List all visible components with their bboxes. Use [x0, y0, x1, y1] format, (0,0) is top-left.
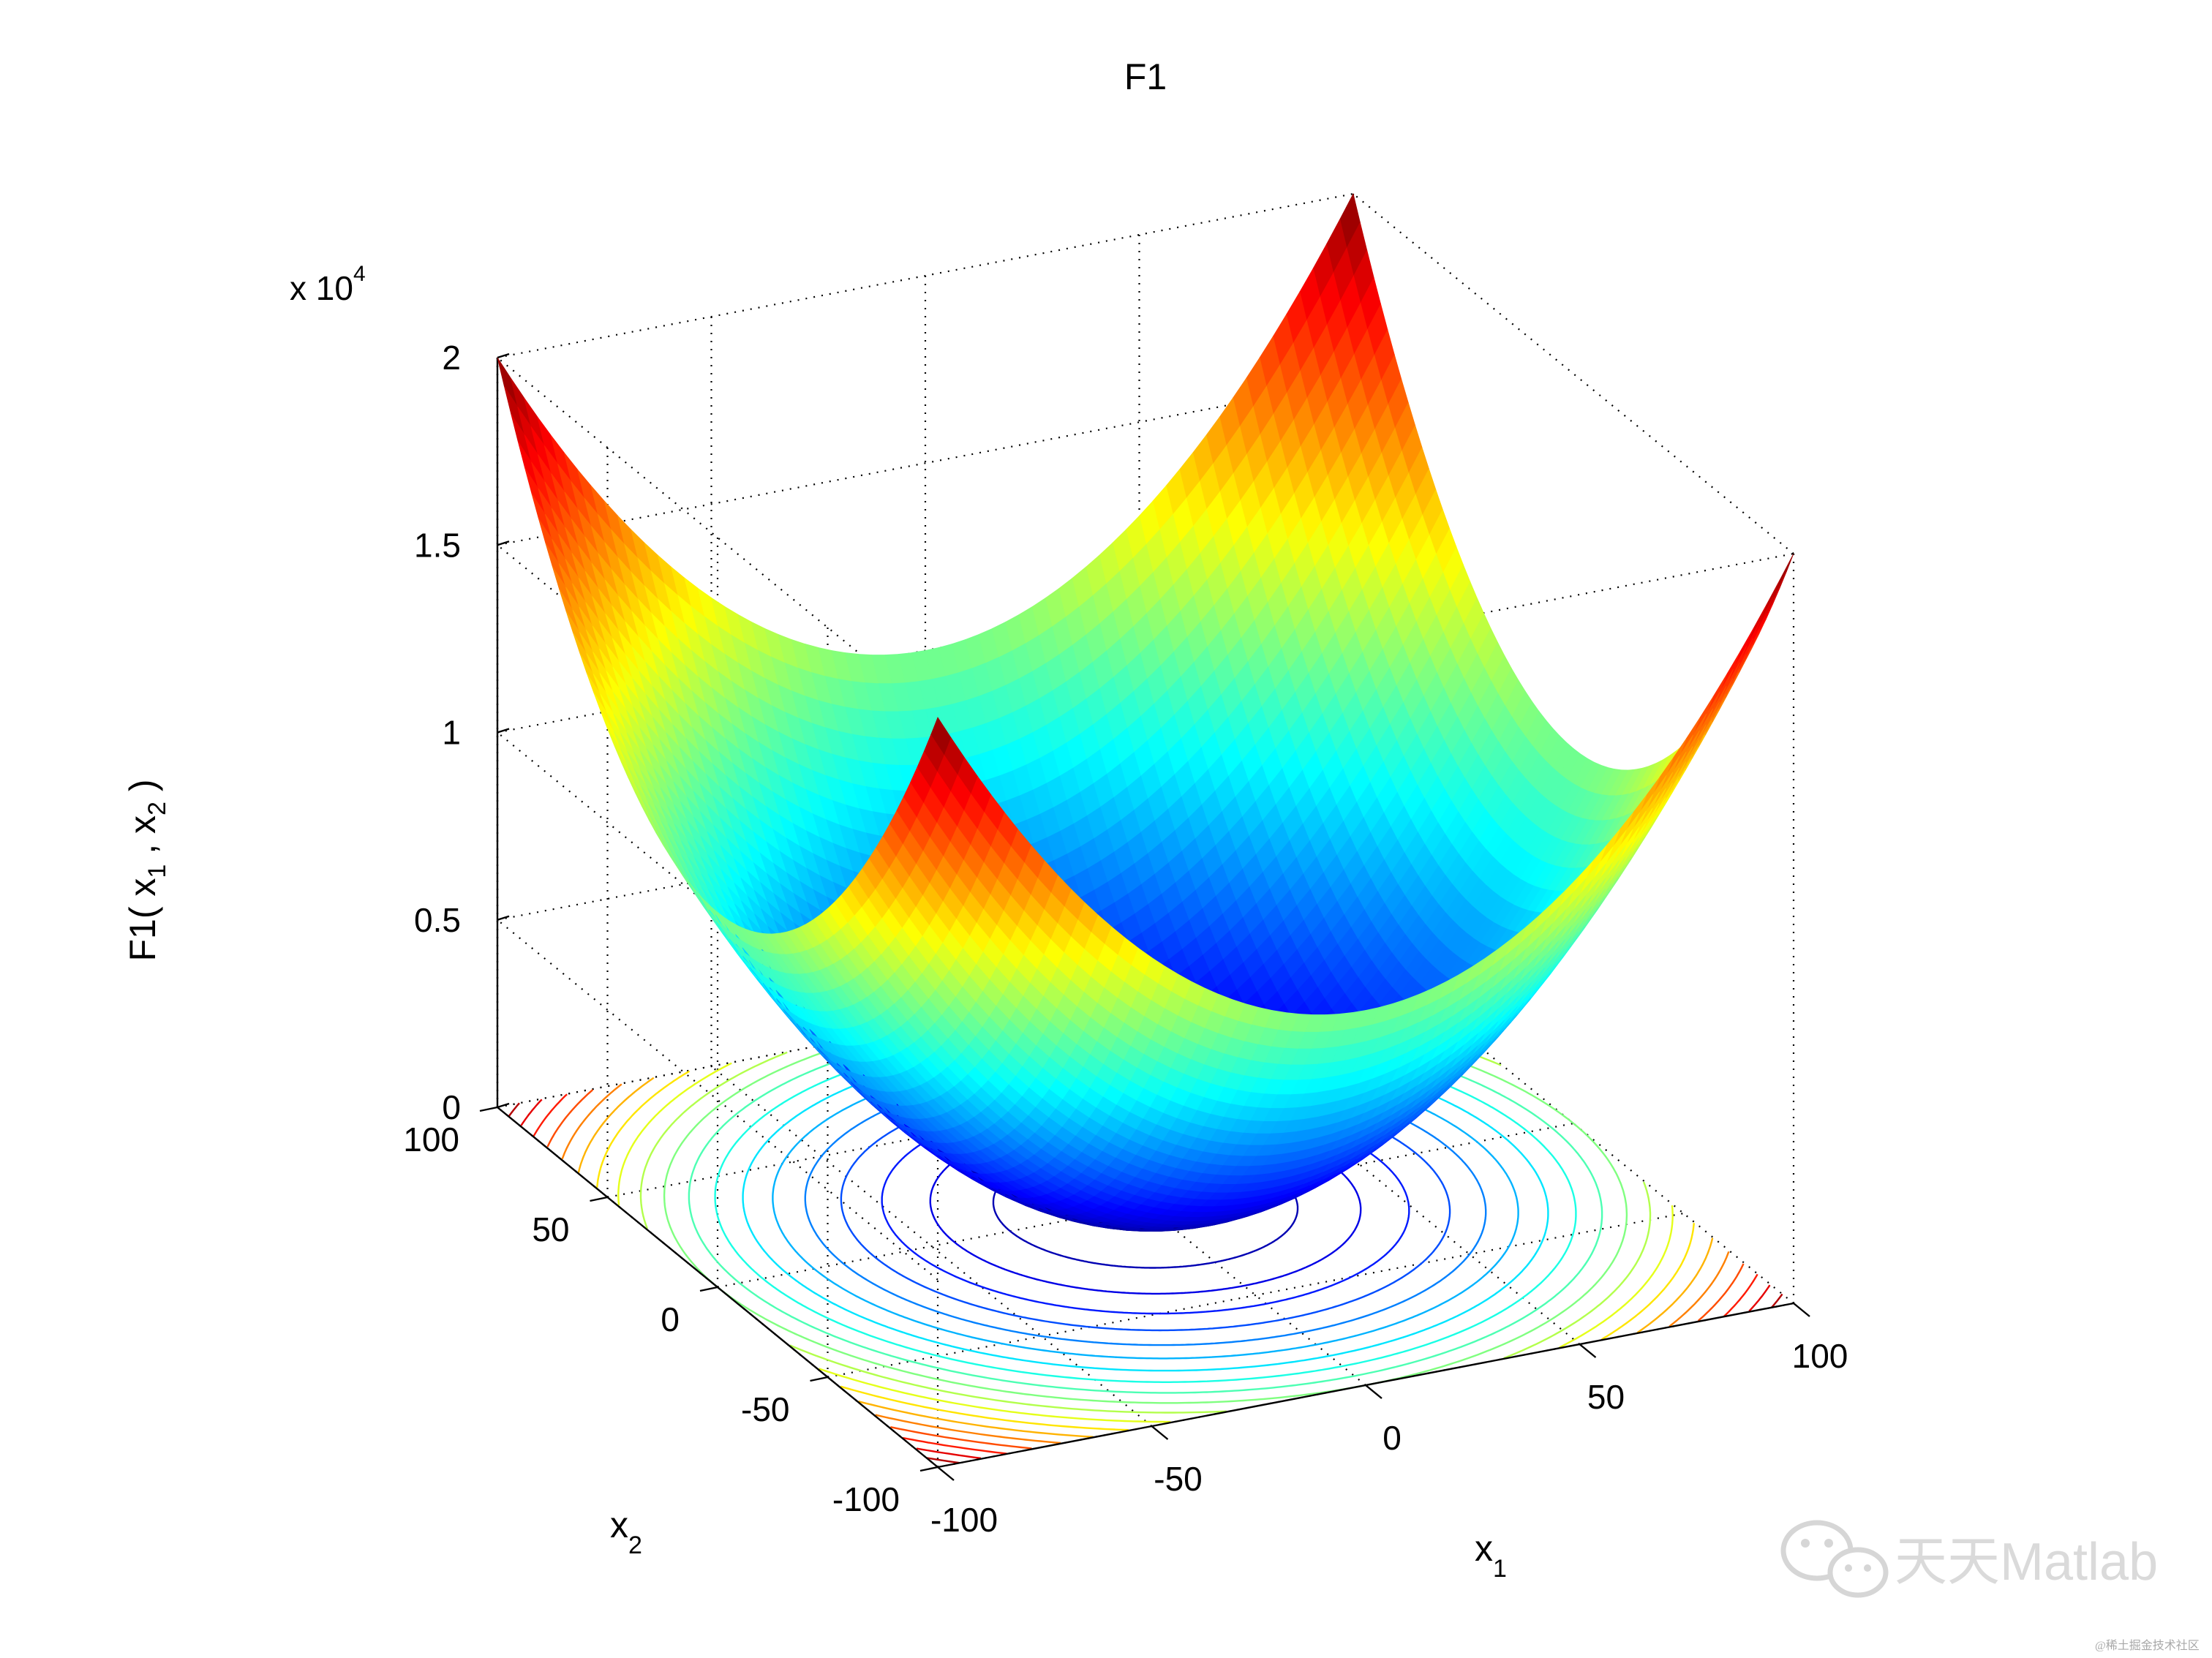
x2-tick-label: 0 [661, 1300, 680, 1338]
x1-tick-mark [1579, 1344, 1597, 1358]
x2-tick-label: 100 [403, 1120, 459, 1158]
x2-tick-label: -50 [741, 1390, 789, 1428]
axes [479, 353, 1810, 1481]
x1-tick-mark [937, 1466, 955, 1481]
x1-tick-label: 50 [1587, 1378, 1625, 1416]
x1-tick-label: -50 [1154, 1460, 1202, 1498]
z-tick-label: 2 [442, 339, 461, 377]
x1-tick-label: 0 [1382, 1419, 1402, 1457]
x1-axis-label: x1 [1475, 1528, 1507, 1583]
surface-patch [1772, 553, 1794, 598]
x1-tick-mark [1151, 1425, 1169, 1440]
x2-axis-label: x2 [610, 1504, 642, 1559]
z-tick-mark [497, 353, 510, 359]
chart-title: F1 [1124, 56, 1167, 97]
z-tick-mark [497, 540, 510, 546]
z-tick-label: 1.5 [414, 526, 461, 564]
z-exponent-label: x 104 [290, 262, 366, 307]
z-tick-mark [497, 728, 510, 734]
x2-tick-mark [810, 1376, 828, 1382]
z-tick-mark [497, 915, 510, 921]
z-tick-label: 0.5 [414, 901, 461, 939]
watermark: 天天Matlab @稀土掘金技术社区 [1780, 1520, 2200, 1652]
watermark-text: 天天Matlab [1895, 1533, 2158, 1591]
surface-plot [497, 192, 1794, 1232]
x1-tick-mark [1793, 1303, 1810, 1317]
x2-tick-label: 50 [532, 1210, 569, 1248]
x1-tick-label: 100 [1792, 1337, 1848, 1375]
x1-tick-label: -100 [930, 1501, 998, 1539]
x2-tick-label: -100 [832, 1480, 900, 1518]
surface-patch [1739, 621, 1761, 663]
surface-patch [1726, 645, 1748, 686]
surface-patch [1746, 603, 1767, 647]
back-wall-grid-horizontal [497, 380, 1354, 546]
z-tick-mark [497, 1102, 510, 1109]
back-wall-grid-horizontal [497, 192, 1354, 359]
z-tick-label: 1 [442, 714, 461, 752]
z-axis-label: F1( x1 , x2 ) [122, 780, 171, 962]
x2-tick-mark [479, 1106, 498, 1112]
wechat-icon [1780, 1520, 1889, 1598]
x1-tick-mark [1365, 1384, 1382, 1399]
z-tick-label: 0 [442, 1088, 461, 1126]
x2-tick-mark [699, 1286, 718, 1292]
x2-tick-mark [590, 1196, 608, 1202]
surface-patch [1416, 1096, 1437, 1116]
watermark-small-text: @稀土掘金技术社区 [2095, 1639, 2200, 1652]
x2-tick-mark [919, 1466, 938, 1472]
surface-patch [1759, 579, 1781, 622]
